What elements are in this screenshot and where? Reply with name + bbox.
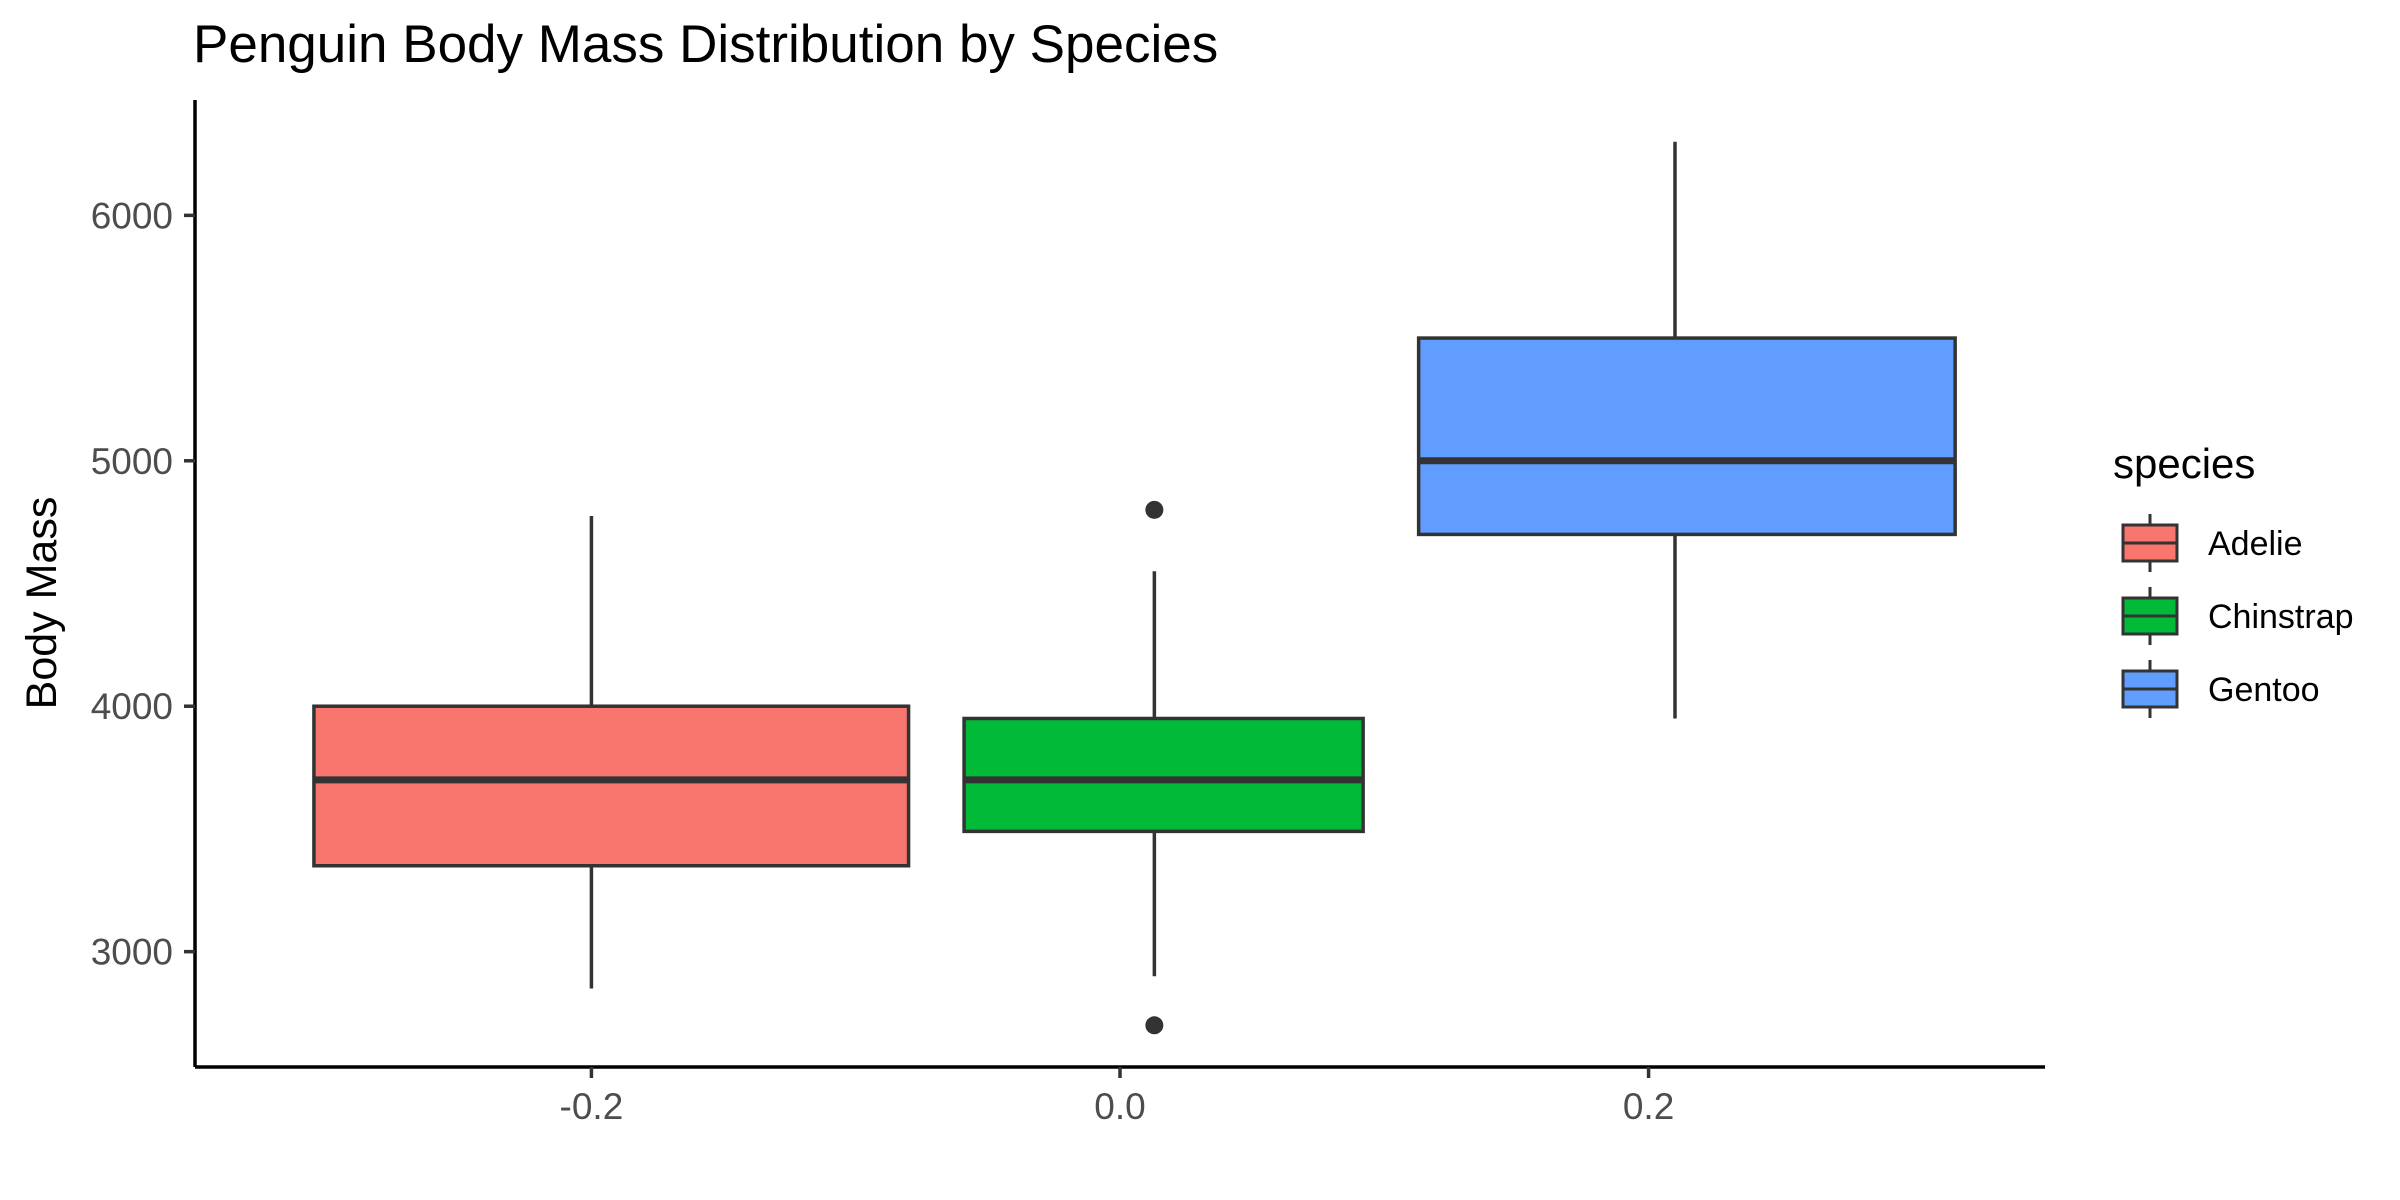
x-tick-label: -0.2 [560,1086,624,1127]
outlier-point [1145,1016,1164,1035]
x-tick-label: 0.2 [1623,1086,1674,1127]
outlier-point [1145,500,1164,519]
axes: 3000 4000 5000 6000 -0.2 0.0 0.2 [91,100,2045,1127]
legend-label: Chinstrap [2208,598,2354,636]
legend-item-gentoo: Gentoo [2121,660,2320,718]
y-tick-label: 5000 [91,441,173,482]
legend-item-chinstrap: Chinstrap [2121,587,2354,645]
box-adelie [312,516,911,989]
y-tick-label: 3000 [91,932,173,973]
plot-area [312,141,1957,1035]
y-tick-label: 6000 [91,195,173,236]
y-tick-label: 4000 [91,686,173,727]
box-body [962,716,1365,834]
legend-title: species [2113,440,2255,487]
legend-item-adelie: Adelie [2121,514,2303,572]
legend-label: Adelie [2208,525,2303,563]
chart-title: Penguin Body Mass Distribution by Specie… [193,15,1218,74]
box-body [1416,336,1957,537]
box-body [312,704,911,868]
x-tick-label: 0.0 [1094,1086,1145,1127]
box-chinstrap [962,500,1365,1035]
legend-label: Gentoo [2208,671,2320,709]
y-axis-label: Body Mass [18,497,66,710]
legend: species Adelie Chinstrap Gentoo [2113,440,2354,718]
box-gentoo [1416,141,1957,719]
